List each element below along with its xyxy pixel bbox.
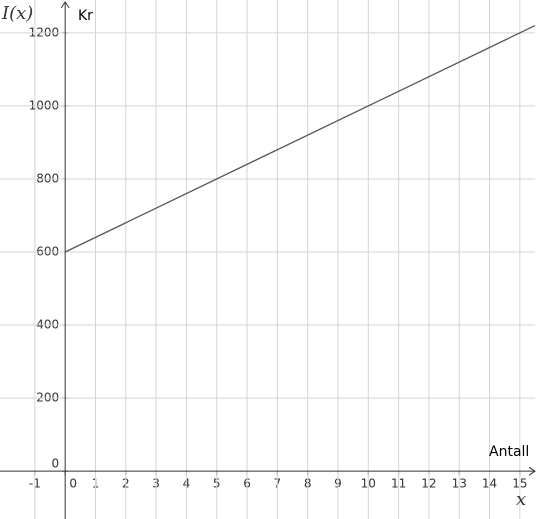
data-line <box>64 24 536 253</box>
x-axis-unit: Antall <box>489 444 529 460</box>
y-axis-unit: Kr <box>78 8 93 24</box>
x-axis-label: x <box>516 489 526 510</box>
y-axis-label: I(x) <box>1 3 33 24</box>
x-tick-label: 0 <box>69 477 77 491</box>
y-tick-label: 0 <box>52 457 60 471</box>
